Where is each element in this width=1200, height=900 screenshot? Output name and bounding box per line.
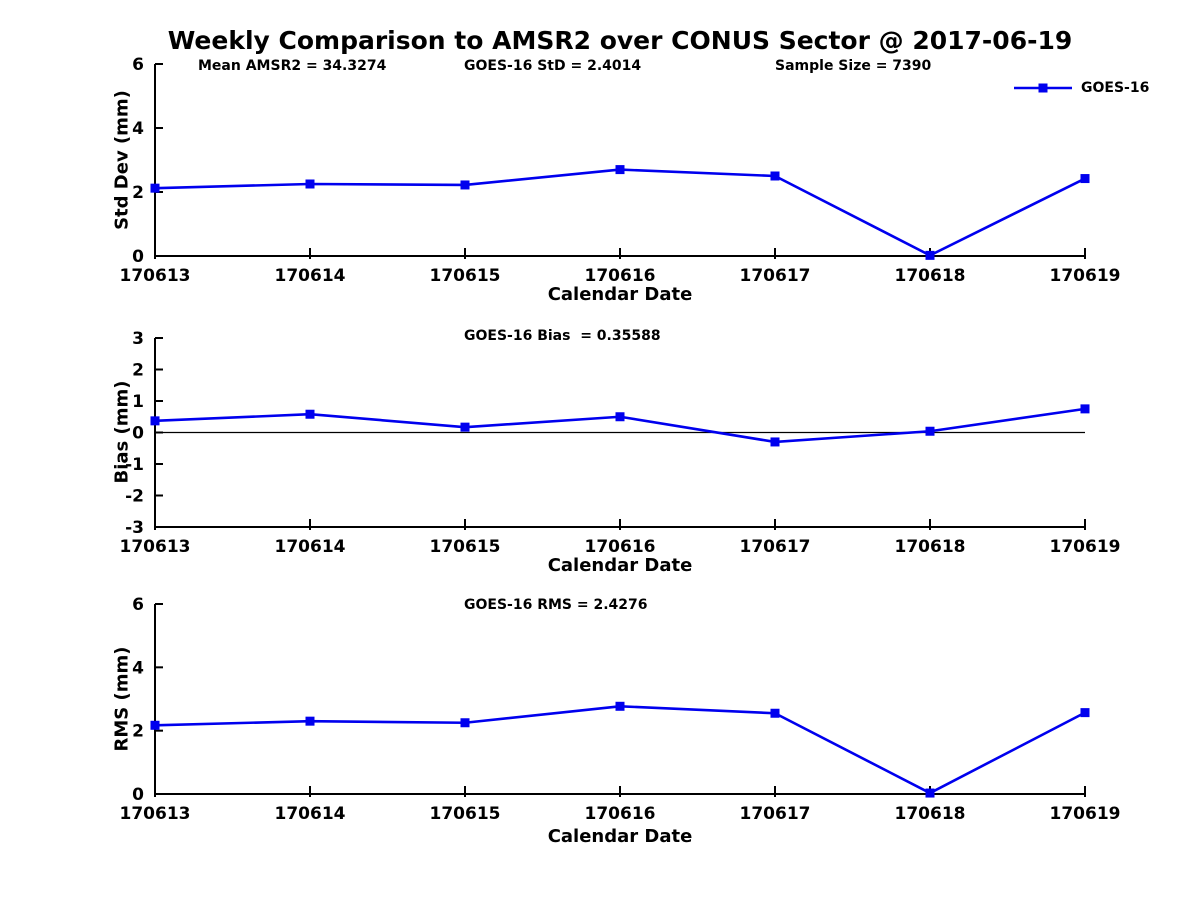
x-tick-label: 170614 bbox=[275, 804, 346, 824]
goes16-std-annotation: GOES-16 StD = 2.4014 bbox=[464, 58, 642, 74]
y-tick-label: 4 bbox=[132, 658, 144, 678]
std-dev-y-axis-label: Std Dev (mm) bbox=[111, 90, 133, 230]
y-tick-label: 2 bbox=[132, 361, 144, 381]
rms-data-marker bbox=[925, 788, 935, 798]
bias-data-marker bbox=[305, 409, 315, 419]
bias-x-axis-label: Calendar Date bbox=[547, 555, 693, 576]
y-tick-label: -3 bbox=[125, 518, 144, 538]
bias-data-marker bbox=[460, 422, 470, 432]
bias-chart: -3 -2 -1 0 1 2 3 170613 170614 170615 170616 170617… bbox=[120, 329, 1121, 557]
std-dev-chart: 0 2 4 6 170613 170614 170615 170616 170617 170618… bbox=[120, 55, 1121, 286]
legend: GOES-16 bbox=[1012, 79, 1149, 97]
x-tick-label: 170615 bbox=[430, 537, 501, 557]
bias-data-marker bbox=[615, 412, 625, 422]
rms-data-marker bbox=[150, 720, 160, 730]
bias-data-marker bbox=[770, 437, 780, 447]
x-tick-label: 170613 bbox=[120, 266, 191, 286]
x-tick-label: 170615 bbox=[430, 266, 501, 286]
x-tick-label: 170613 bbox=[120, 537, 191, 557]
rms-data-marker bbox=[615, 701, 625, 711]
sample-size-annotation: Sample Size = 7390 bbox=[775, 58, 932, 74]
x-tick-label: 170616 bbox=[585, 804, 656, 824]
x-tick-label: 170619 bbox=[1050, 537, 1121, 557]
bias-y-axis-label: Bias (mm) bbox=[111, 380, 133, 484]
bias-data-marker bbox=[1080, 404, 1090, 414]
x-tick-label: 170614 bbox=[275, 537, 346, 557]
y-tick-label: 4 bbox=[132, 119, 144, 139]
rms-x-axis-label: Calendar Date bbox=[547, 826, 693, 847]
bias-data-marker bbox=[925, 426, 935, 436]
x-tick-label: 170617 bbox=[740, 266, 811, 286]
x-tick-label: 170619 bbox=[1050, 804, 1121, 824]
rms-axis bbox=[154, 604, 1086, 795]
y-tick-label: 1 bbox=[132, 392, 144, 412]
x-tick-label: 170617 bbox=[740, 804, 811, 824]
rms-series-line bbox=[154, 704, 1086, 795]
std-dev-x-axis-label: Calendar Date bbox=[547, 284, 693, 305]
std-dev-data-marker bbox=[305, 179, 315, 189]
y-tick-label: -2 bbox=[125, 487, 144, 507]
std-dev-data-marker bbox=[925, 250, 935, 260]
std-dev-data-marker bbox=[150, 183, 160, 193]
x-tick-label: 170614 bbox=[275, 266, 346, 286]
rms-data-marker bbox=[770, 708, 780, 718]
y-tick-label: 0 bbox=[132, 247, 144, 267]
y-tick-label: 6 bbox=[132, 595, 144, 615]
x-tick-label: 170616 bbox=[585, 537, 656, 557]
y-tick-label: 2 bbox=[132, 183, 144, 203]
legend-line-marker-icon bbox=[1014, 83, 1072, 93]
legend-series-label: GOES-16 bbox=[1081, 80, 1150, 96]
rms-y-axis-label: RMS (mm) bbox=[111, 646, 133, 752]
x-tick-label: 170616 bbox=[585, 266, 656, 286]
std-dev-data-marker bbox=[460, 180, 470, 190]
x-tick-label: 170618 bbox=[895, 537, 966, 557]
std-dev-axis bbox=[154, 64, 1086, 257]
std-dev-data-marker bbox=[770, 171, 780, 181]
x-tick-label: 170617 bbox=[740, 537, 811, 557]
x-tick-label: 170618 bbox=[895, 266, 966, 286]
y-tick-label: 0 bbox=[132, 785, 144, 805]
std-dev-data-marker bbox=[1080, 174, 1090, 184]
goes16-rms-annotation: GOES-16 RMS = 2.4276 bbox=[464, 597, 648, 613]
rms-data-marker bbox=[305, 716, 315, 726]
y-tick-label: 2 bbox=[132, 722, 144, 742]
rms-chart: 0 2 4 6 170613 170614 170615 170616 170617 170618… bbox=[120, 595, 1121, 824]
rms-data-marker bbox=[1080, 708, 1090, 718]
x-tick-label: 170618 bbox=[895, 804, 966, 824]
bias-data-marker bbox=[150, 416, 160, 426]
x-tick-label: 170615 bbox=[430, 804, 501, 824]
y-tick-label: 0 bbox=[132, 424, 144, 444]
mean-amsr2-annotation: Mean AMSR2 = 34.3274 bbox=[198, 58, 387, 74]
rms-data-marker bbox=[460, 718, 470, 728]
y-tick-label: -1 bbox=[125, 455, 144, 475]
y-tick-label: 6 bbox=[132, 55, 144, 75]
figure-title: Weekly Comparison to AMSR2 over CONUS Se… bbox=[167, 26, 1073, 55]
x-tick-label: 170613 bbox=[120, 804, 191, 824]
x-tick-label: 170619 bbox=[1050, 266, 1121, 286]
std-dev-series-line bbox=[154, 168, 1086, 257]
std-dev-data-marker bbox=[615, 165, 625, 175]
goes16-bias-annotation: GOES-16 Bias = 0.35588 bbox=[464, 328, 661, 344]
y-tick-label: 3 bbox=[132, 329, 144, 349]
